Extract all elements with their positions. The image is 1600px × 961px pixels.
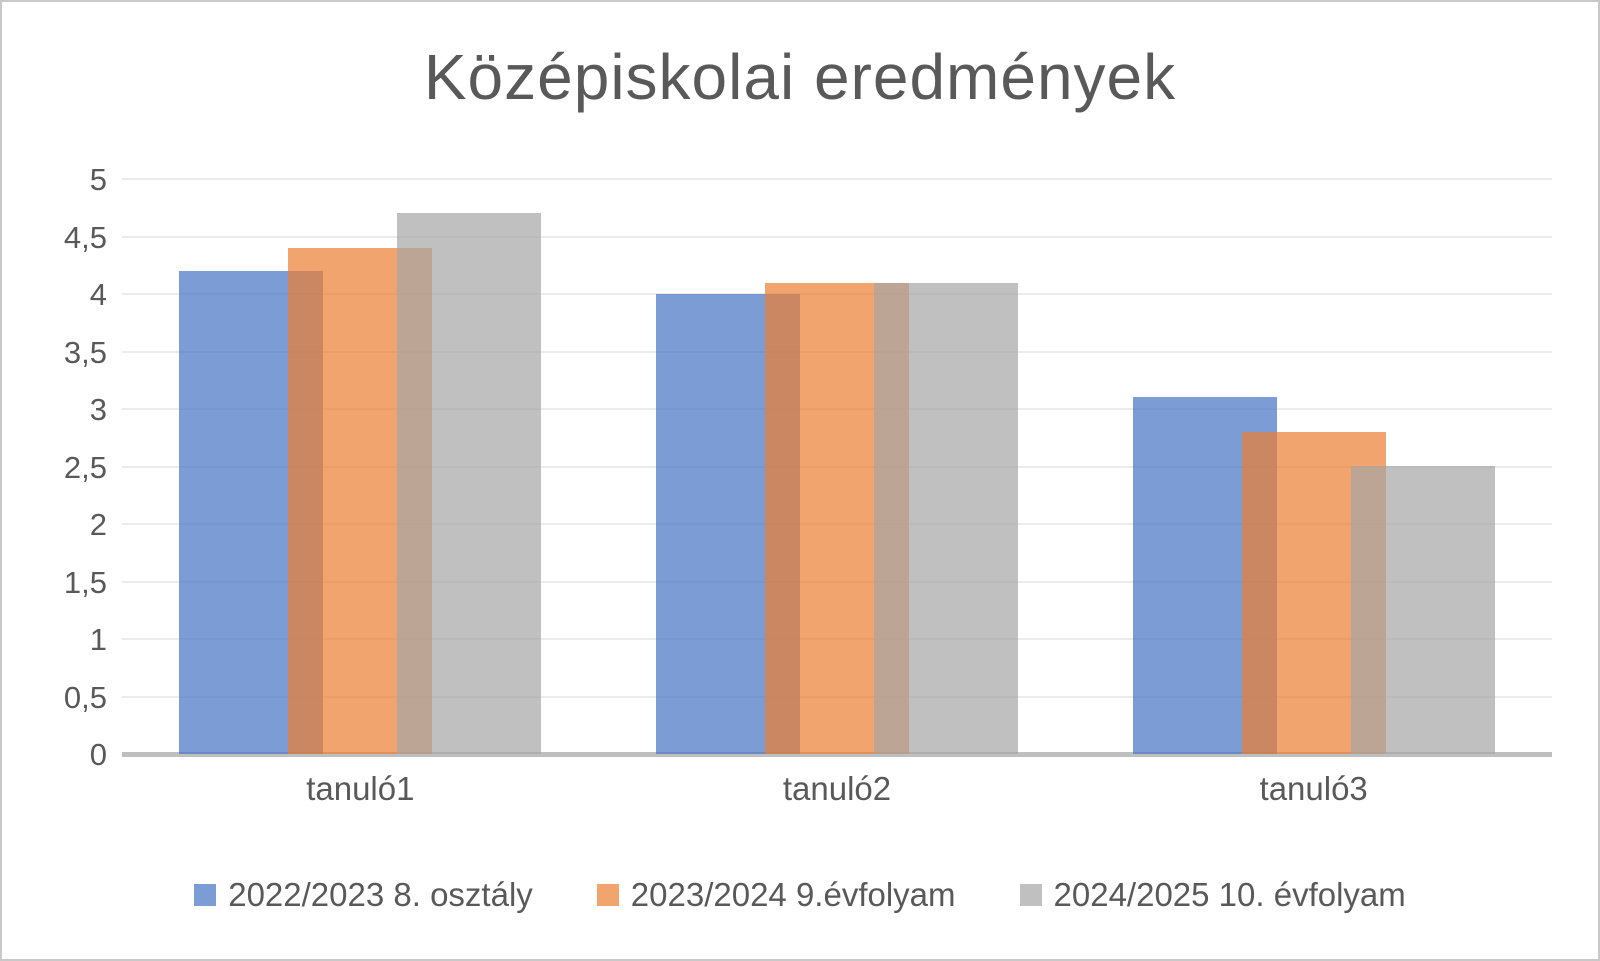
bar-tanuló2-series3 xyxy=(874,283,1018,754)
legend-item-series2: 2023/2024 9.évfolyam xyxy=(596,876,956,914)
legend-label: 2022/2023 8. osztály xyxy=(228,876,533,913)
y-axis-tick-label: 0 xyxy=(89,737,107,772)
x-axis-tick-label-tanuló2: tanuló2 xyxy=(782,770,892,807)
y-axis-tick-label: 0,5 xyxy=(63,679,107,715)
legend: 2022/2023 8. osztály 2023/2024 9.évfolyam… xyxy=(2,876,1598,914)
x-axis-tick-label-tanuló3: tanuló3 xyxy=(1259,770,1368,807)
legend-item-series3: 2024/2025 10. évfolyam xyxy=(1019,876,1406,914)
bar-tanuló3-series3 xyxy=(1351,466,1495,754)
legend-item-series1: 2022/2023 8. osztály xyxy=(194,876,533,914)
y-axis-tick-label: 4,5 xyxy=(63,219,107,255)
x-axis-tick-label-tanuló1: tanuló1 xyxy=(306,770,415,807)
gridline xyxy=(122,235,1552,238)
y-axis-tick-label: 4 xyxy=(89,277,107,312)
legend-swatch-icon xyxy=(596,884,619,906)
y-axis-tick-label: 3 xyxy=(89,392,107,427)
y-axis-tick-label: 1,5 xyxy=(63,564,107,600)
chart-title: Középiskolai eredmények xyxy=(423,41,1177,113)
y-axis-tick-label: 1 xyxy=(89,622,107,657)
x-axis-line xyxy=(122,752,1552,757)
legend-swatch-icon xyxy=(194,884,217,906)
y-axis-tick-label: 3,5 xyxy=(63,334,107,370)
gridline xyxy=(122,178,1552,180)
y-axis-tick-label: 2 xyxy=(89,507,107,542)
y-axis-tick-label: 2,5 xyxy=(63,449,107,485)
legend-swatch-icon xyxy=(1019,884,1042,906)
plot-area xyxy=(122,178,1552,757)
bar-tanuló1-series3 xyxy=(397,213,541,754)
legend-label: 2023/2024 9.évfolyam xyxy=(630,876,956,913)
legend-label: 2024/2025 10. évfolyam xyxy=(1053,876,1406,913)
y-axis-tick-label: 5 xyxy=(89,162,107,197)
